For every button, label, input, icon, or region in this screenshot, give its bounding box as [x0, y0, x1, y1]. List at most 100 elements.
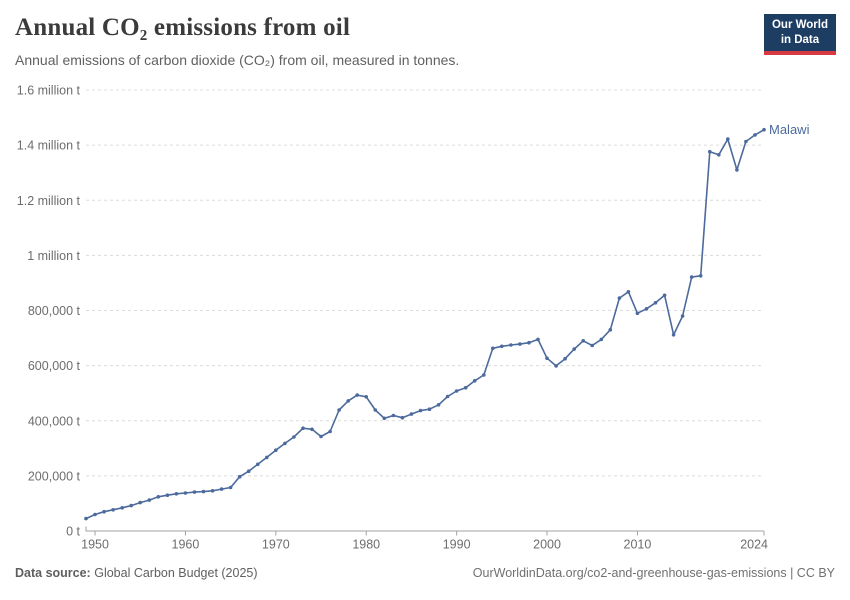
data-point-marker[interactable] [590, 343, 594, 348]
data-point-marker[interactable] [671, 333, 676, 337]
data-point-marker[interactable] [111, 508, 115, 512]
data-point-marker[interactable] [391, 413, 396, 418]
data-point-marker[interactable] [482, 373, 486, 377]
y-axis-tick-label: 600,000 t [28, 359, 81, 373]
data-point-marker[interactable] [93, 512, 97, 517]
data-point-marker[interactable] [527, 340, 531, 345]
x-axis-tick-label: 1990 [443, 538, 471, 552]
data-point-marker[interactable] [292, 435, 296, 439]
data-point-marker[interactable] [355, 393, 360, 397]
data-point-marker[interactable] [310, 427, 314, 432]
page-title: Annual CO₂ emissions from oil [15, 14, 351, 41]
data-point-marker[interactable] [201, 489, 206, 494]
data-point-marker[interactable] [246, 469, 251, 474]
owid-logo-line1: Our World [771, 19, 828, 31]
data-point-marker[interactable] [346, 399, 351, 403]
data-point-marker[interactable] [653, 301, 658, 305]
x-axis-tick-label: 1980 [352, 538, 380, 552]
data-point-marker[interactable] [572, 347, 576, 351]
data-point-marker[interactable] [509, 343, 513, 347]
data-point-marker[interactable] [337, 408, 341, 412]
data-point-marker[interactable] [174, 492, 179, 496]
data-point-marker[interactable] [138, 500, 142, 505]
data-point-marker[interactable] [680, 314, 685, 318]
data-point-marker[interactable] [762, 127, 766, 132]
data-point-marker[interactable] [156, 495, 161, 499]
data-point-marker[interactable] [192, 490, 197, 494]
data-point-marker[interactable] [427, 407, 432, 412]
x-axis-tick-label: 1950 [81, 538, 109, 552]
data-point-marker[interactable] [617, 296, 622, 300]
data-point-marker[interactable] [608, 328, 613, 332]
y-axis-tick-label: 0 t [66, 525, 80, 539]
data-point-marker[interactable] [500, 344, 504, 349]
data-point-marker[interactable] [436, 403, 441, 407]
footer-source: Data source: Global Carbon Budget (2025) [15, 566, 258, 580]
data-point-marker[interactable] [319, 434, 323, 439]
y-axis-tick-label: 1 million t [27, 249, 80, 263]
x-axis-line [85, 526, 764, 532]
data-point-marker[interactable] [373, 408, 378, 412]
data-point-marker[interactable] [735, 168, 739, 172]
data-point-marker[interactable] [400, 415, 405, 420]
data-point-marker[interactable] [717, 153, 721, 157]
data-point-marker[interactable] [708, 149, 712, 154]
data-point-marker[interactable] [228, 485, 233, 490]
data-point-marker[interactable] [102, 509, 106, 514]
data-point-marker[interactable] [418, 408, 423, 413]
owid-logo[interactable]: Our World in Data [763, 14, 836, 55]
data-point-marker[interactable] [147, 498, 152, 502]
data-point-marker[interactable] [599, 337, 604, 342]
data-point-marker[interactable] [265, 455, 269, 460]
data-point-marker[interactable] [554, 364, 558, 368]
data-point-marker[interactable] [409, 412, 414, 416]
data-point-marker[interactable] [328, 429, 332, 434]
data-point-marker[interactable] [626, 290, 631, 294]
data-point-marker[interactable] [472, 379, 477, 383]
data-point-marker[interactable] [491, 346, 495, 351]
footer-source-label: Data source: [15, 566, 91, 580]
x-axis-tick-label: 1960 [172, 538, 200, 552]
data-point-marker[interactable] [753, 133, 757, 137]
data-point-marker[interactable] [689, 275, 694, 279]
data-point-marker[interactable] [364, 395, 369, 399]
y-axis-tick-label: 400,000 t [28, 414, 81, 428]
data-point-marker[interactable] [237, 474, 242, 479]
footer-citation: OurWorldinData.org/co2-and-greenhouse-ga… [472, 566, 835, 580]
data-point-marker[interactable] [210, 489, 215, 493]
data-point-marker[interactable] [445, 394, 450, 399]
page-subtitle: Annual emissions of carbon dioxide (CO₂)… [15, 52, 460, 68]
data-point-marker[interactable] [698, 274, 703, 278]
data-point-marker[interactable] [454, 389, 459, 393]
data-point-marker[interactable] [255, 462, 260, 467]
data-point-marker[interactable] [726, 137, 730, 141]
data-point-marker[interactable] [644, 307, 649, 311]
data-point-marker[interactable] [581, 339, 585, 343]
y-axis-tick-label: 200,000 t [28, 469, 81, 483]
data-point-marker[interactable] [84, 516, 88, 521]
data-point-marker[interactable] [301, 426, 305, 431]
data-point-marker[interactable] [744, 139, 748, 144]
chart-footer: Data source: Global Carbon Budget (2025)… [15, 566, 835, 580]
x-axis-tick-label: 2024 [740, 538, 768, 552]
data-point-marker[interactable] [183, 491, 188, 495]
data-point-marker[interactable] [283, 441, 287, 446]
footer-source-value: Global Carbon Budget (2025) [94, 566, 258, 580]
data-point-marker[interactable] [635, 311, 640, 316]
data-point-marker[interactable] [274, 448, 278, 453]
data-point-marker[interactable] [662, 293, 667, 298]
data-point-marker[interactable] [382, 416, 387, 421]
data-point-marker[interactable] [518, 342, 522, 346]
emissions-line[interactable] [85, 129, 765, 520]
owid-logo-line2: in Data [780, 33, 820, 46]
data-point-marker[interactable] [219, 487, 224, 491]
data-point-marker[interactable] [545, 356, 549, 361]
data-point-marker[interactable] [165, 493, 170, 498]
data-point-marker[interactable] [129, 503, 133, 508]
data-point-marker[interactable] [536, 337, 540, 342]
data-point-marker[interactable] [563, 356, 567, 361]
data-point-marker[interactable] [463, 385, 468, 390]
data-point-marker[interactable] [120, 506, 124, 510]
series-label-malawi: Malawi [769, 122, 810, 137]
